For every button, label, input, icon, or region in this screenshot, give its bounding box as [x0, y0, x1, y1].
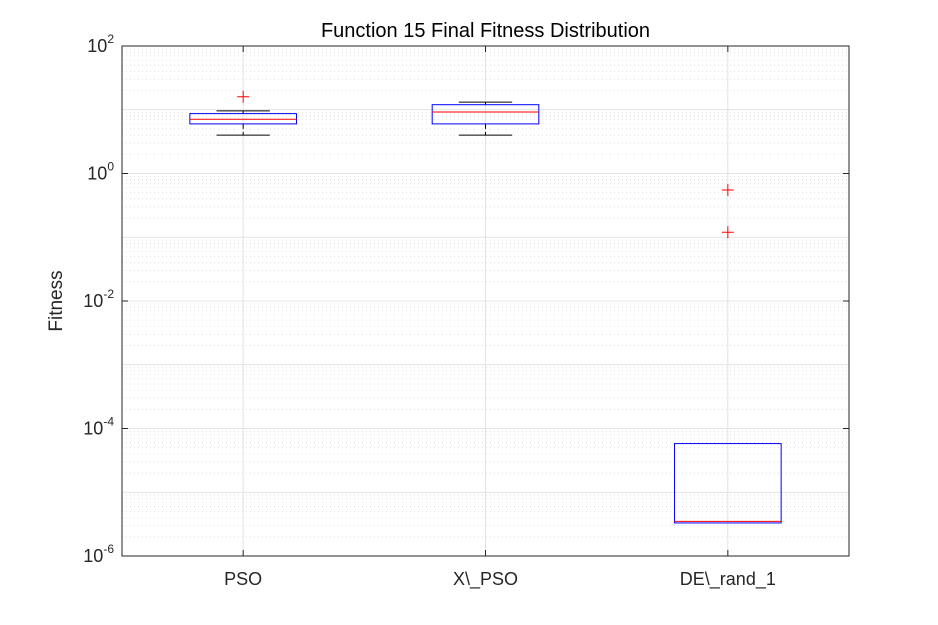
- y-tick-label: 10-2: [83, 287, 114, 311]
- y-tick-base: 10: [83, 419, 103, 439]
- box: [431, 104, 540, 125]
- y-tick-base: 10: [83, 546, 103, 566]
- outlier-marker: [721, 184, 734, 197]
- y-tick-base: 10: [87, 164, 107, 184]
- y-tick-label: 102: [87, 32, 114, 56]
- y-tick-exponent: -4: [103, 415, 114, 429]
- box-layer: [189, 90, 782, 524]
- chart-title: Function 15 Final Fitness Distribution: [321, 20, 650, 42]
- y-tick-exponent: 2: [107, 32, 114, 46]
- y-tick-exponent: 0: [107, 160, 114, 174]
- box: [674, 443, 782, 524]
- y-axis-label: Fitness: [46, 270, 67, 331]
- y-tick-exponent: -2: [103, 287, 114, 301]
- y-tick-exponent: -6: [103, 542, 114, 556]
- y-tick-base: 10: [87, 36, 107, 56]
- y-tick-base: 10: [83, 291, 103, 311]
- x-tick-label: DE\_rand_1: [680, 569, 776, 590]
- y-tick-label: 10-6: [83, 542, 114, 566]
- outlier-marker: [721, 226, 734, 239]
- y-tick-label: 100: [87, 160, 114, 184]
- y-tick-label: 10-4: [83, 415, 114, 439]
- outlier-marker: [237, 90, 250, 103]
- x-tick-label: X\_PSO: [453, 569, 518, 590]
- x-tick-label: PSO: [224, 569, 262, 589]
